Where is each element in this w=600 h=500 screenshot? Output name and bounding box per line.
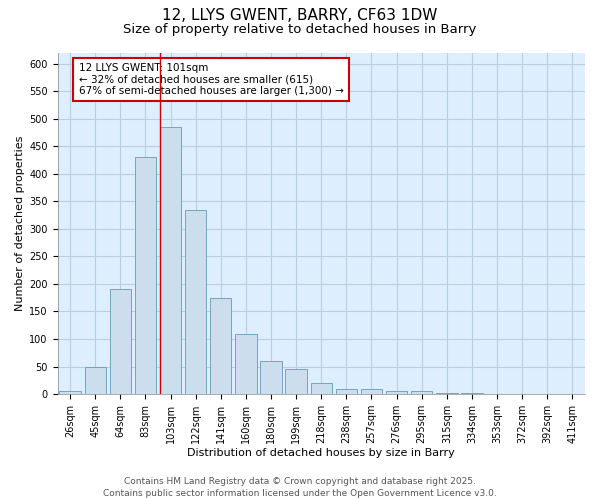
Bar: [185, 210, 206, 394]
Bar: [210, 298, 232, 394]
Text: 12, LLYS GWENT, BARRY, CF63 1DW: 12, LLYS GWENT, BARRY, CF63 1DW: [163, 8, 437, 22]
Bar: [286, 370, 307, 394]
Bar: [160, 127, 181, 394]
Bar: [411, 392, 433, 394]
Bar: [110, 290, 131, 394]
Bar: [461, 393, 482, 394]
Bar: [135, 157, 156, 394]
Bar: [386, 392, 407, 394]
Bar: [260, 361, 281, 394]
Bar: [361, 388, 382, 394]
Bar: [85, 366, 106, 394]
Text: Size of property relative to detached houses in Barry: Size of property relative to detached ho…: [124, 22, 476, 36]
Bar: [59, 392, 81, 394]
Y-axis label: Number of detached properties: Number of detached properties: [15, 136, 25, 311]
Text: Contains HM Land Registry data © Crown copyright and database right 2025.
Contai: Contains HM Land Registry data © Crown c…: [103, 476, 497, 498]
Bar: [436, 393, 458, 394]
Text: 12 LLYS GWENT: 101sqm
← 32% of detached houses are smaller (615)
67% of semi-det: 12 LLYS GWENT: 101sqm ← 32% of detached …: [79, 62, 343, 96]
Bar: [235, 334, 257, 394]
Bar: [311, 383, 332, 394]
X-axis label: Distribution of detached houses by size in Barry: Distribution of detached houses by size …: [187, 448, 455, 458]
Bar: [336, 388, 357, 394]
